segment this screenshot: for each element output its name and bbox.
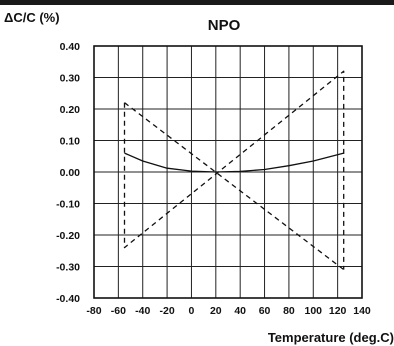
series-line-1 [123,70,345,270]
series-line-2 [124,102,345,271]
x-tick-label: 140 [353,305,371,317]
y-tick-label: -0.30 [56,262,80,274]
x-tick-label: 60 [259,305,271,317]
y-tick-label: 0.10 [60,136,81,148]
series-layer [123,70,345,271]
plot-frame [93,45,363,299]
y-tick-label: 0.00 [60,167,81,179]
x-tick-label: 80 [283,305,295,317]
y-tick-label: -0.40 [56,293,80,305]
x-tick-label: 0 [189,305,195,317]
y-tick-labels: 0.40 0.30 0.20 0.10 0.00 -0.10 -0.20 -0.30 -0.40 [56,41,80,305]
x-tick-labels: -80 -60 -40 -20 0 20 40 60 80 100 120 140 [86,305,371,317]
x-tick-label: -80 [86,305,101,317]
y-tick-label: 0.40 [60,41,81,53]
x-tick-label: -40 [135,305,150,317]
chart-title: NPO [208,17,241,34]
x-tick-label: -20 [159,305,174,317]
x-tick-label: -60 [111,305,126,317]
x-tick-label: 120 [329,305,347,317]
top-border-bar [0,0,394,5]
y-axis-label: ΔC/C (%) [4,10,60,25]
y-tick-label: 0.30 [60,73,81,85]
x-axis-label: Temperature (deg.C) [268,330,394,345]
y-tick-label: -0.20 [56,230,80,242]
x-tick-label: 40 [234,305,246,317]
y-tick-label: -0.10 [56,199,80,211]
x-tick-label: 100 [305,305,323,317]
series-line-3 [124,152,344,173]
y-tick-label: 0.20 [60,104,81,116]
x-tick-label: 20 [210,305,222,317]
